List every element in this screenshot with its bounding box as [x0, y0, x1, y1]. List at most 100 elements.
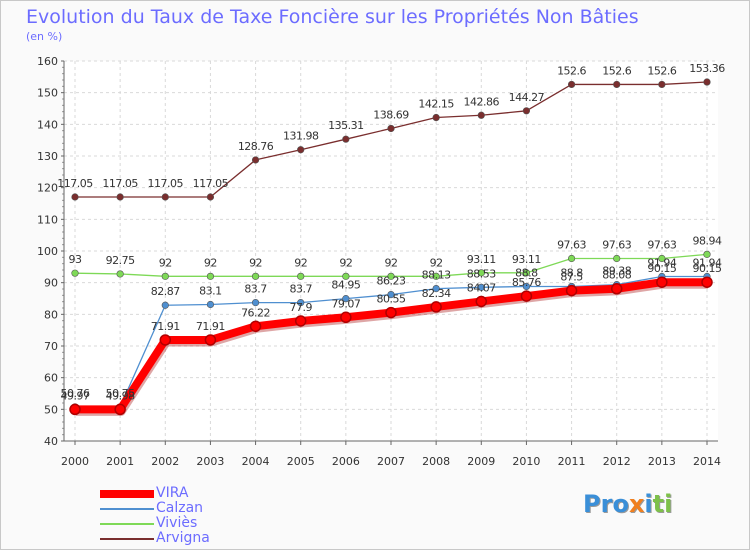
data-point-viviès	[342, 272, 350, 280]
data-label-vira: 77.9	[289, 301, 312, 314]
data-label-calzan: 82.87	[151, 285, 180, 298]
data-label-arvigna: 117.05	[148, 177, 184, 190]
data-label-vira: 71.91	[196, 320, 225, 333]
data-point-vira	[114, 403, 126, 416]
data-label-calzan: 83.7	[289, 283, 312, 296]
data-point-viviès	[206, 272, 215, 280]
data-label-arvigna: 142.86	[464, 95, 500, 108]
data-label-viviès: 92	[430, 256, 443, 269]
data-point-vira	[159, 334, 172, 346]
data-point-vira	[656, 276, 668, 288]
data-point-vira	[475, 295, 488, 308]
data-point-vira	[204, 334, 217, 346]
legend-swatch	[100, 523, 154, 525]
x-tick-label: 2014	[693, 455, 721, 468]
data-point-viviès	[432, 272, 440, 280]
data-point-viviès	[567, 254, 576, 263]
x-tick-label: 2005	[287, 455, 315, 468]
data-point-arvigna	[477, 111, 485, 119]
data-label-viviès: 92	[159, 256, 172, 269]
data-point-viviès	[71, 269, 79, 277]
data-point-vira	[69, 403, 81, 416]
x-tick-label: 2006	[332, 455, 360, 468]
data-point-vira	[294, 315, 307, 327]
data-point-arvigna	[522, 107, 531, 115]
data-point-viviès	[297, 272, 305, 280]
x-tick-label: 2001	[106, 455, 134, 468]
data-point-vira	[610, 282, 623, 295]
data-label-calzan: 88.13	[422, 269, 451, 282]
data-label-viviès: 92	[249, 256, 262, 269]
x-tick-label: 2012	[603, 455, 631, 468]
data-label-arvigna: 142.15	[418, 98, 454, 111]
data-point-vira	[340, 311, 352, 324]
data-point-calzan	[477, 283, 485, 291]
y-tick-label: 140	[37, 118, 58, 131]
data-label-vira: 90.15	[647, 262, 676, 275]
data-point-arvigna	[658, 80, 666, 89]
data-point-vira	[565, 284, 578, 297]
data-label-calzan: 50.75	[106, 387, 135, 400]
legend-item-calzan: Calzan	[100, 500, 300, 516]
data-point-calzan	[522, 282, 531, 291]
data-label-arvigna: 138.69	[373, 108, 409, 121]
data-label-arvigna: 152.6	[557, 64, 586, 77]
data-point-arvigna	[206, 193, 215, 201]
data-label-calzan: 91.94	[693, 257, 722, 270]
data-point-arvigna	[703, 78, 711, 86]
data-label-arvigna: 135.31	[328, 119, 364, 132]
data-point-arvigna	[71, 193, 79, 201]
data-label-arvigna: 152.6	[647, 64, 676, 77]
y-tick-label: 40	[44, 435, 58, 448]
legend-item-vira: VIRA	[100, 485, 300, 501]
data-label-viviès: 92.75	[106, 254, 135, 267]
data-point-viviès	[387, 272, 395, 280]
data-label-vira: 88.08	[602, 269, 631, 282]
data-label-vira: 49.98	[106, 389, 135, 402]
y-tick-label: 120	[37, 182, 58, 195]
legend-swatch	[100, 538, 154, 540]
data-label-vira: 80.55	[377, 293, 406, 306]
data-label-calzan: 83.1	[199, 285, 222, 298]
data-label-calzan: 88.8	[560, 266, 583, 279]
x-tick-label: 2013	[648, 455, 676, 468]
data-point-viviès	[251, 272, 260, 280]
data-label-arvigna: 153.36	[689, 62, 725, 75]
x-tick-label: 2004	[242, 455, 270, 468]
x-tick-label: 2008	[422, 455, 450, 468]
data-label-viviès: 97.63	[557, 239, 586, 252]
legend-swatch	[100, 490, 154, 498]
data-point-calzan	[387, 291, 395, 299]
data-point-arvigna	[342, 135, 350, 143]
data-label-calzan: 84.95	[331, 279, 360, 292]
x-tick-label: 2003	[196, 455, 224, 468]
data-label-vira: 82.34	[422, 287, 451, 300]
data-point-viviès	[116, 270, 124, 278]
data-label-viviès: 92	[294, 256, 307, 269]
y-tick-label: 60	[44, 372, 58, 385]
x-tick-label: 2000	[61, 455, 89, 468]
data-label-calzan: 88.8	[515, 266, 538, 279]
data-label-arvigna: 152.6	[602, 64, 631, 77]
data-label-vira: 76.22	[241, 306, 270, 319]
data-point-vira	[430, 301, 442, 313]
y-tick-label: 90	[44, 277, 58, 290]
data-label-vira: 85.76	[512, 276, 541, 289]
data-point-calzan	[432, 284, 440, 293]
data-point-viviès	[161, 272, 169, 280]
data-point-viviès	[477, 269, 485, 277]
y-tick-label: 110	[37, 213, 58, 226]
data-point-calzan	[251, 299, 260, 307]
data-label-arvigna: 131.98	[283, 130, 319, 143]
data-point-vira	[520, 290, 533, 302]
data-point-viviès	[703, 250, 711, 258]
y-tick-label: 130	[37, 150, 58, 163]
data-point-calzan	[342, 295, 350, 303]
y-tick-label: 100	[37, 245, 58, 258]
data-point-arvigna	[251, 156, 260, 164]
data-label-vira: 71.91	[151, 320, 180, 333]
data-point-calzan	[297, 299, 305, 307]
data-label-calzan: 89.38	[602, 265, 631, 278]
data-point-vira	[249, 320, 262, 333]
